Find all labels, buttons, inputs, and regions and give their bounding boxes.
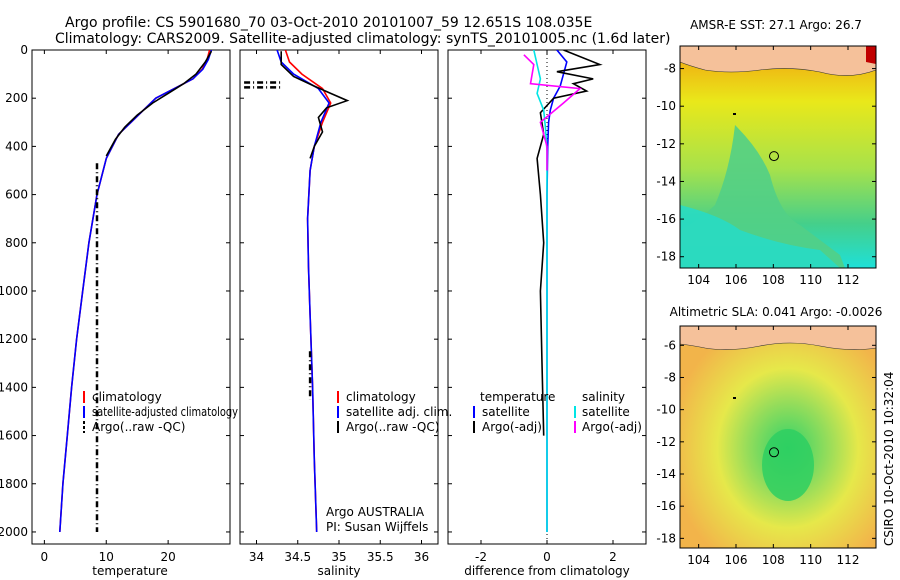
legend-label-satellite-adjusted: satellite-adjusted climatology (92, 405, 238, 419)
map-y-tick-label: -16 (656, 212, 676, 226)
map-y-tick-label: -12 (656, 137, 676, 151)
series-line-argo-raw-qc- (280, 51, 350, 159)
legend-label-argo-raw: Argo(..raw -QC) (92, 420, 185, 434)
y-tick-label: 1200 (0, 332, 28, 346)
salinity-series (244, 50, 350, 533)
legend-label-temp-argo: Argo(-adj) (482, 420, 542, 434)
map-x-tick-label: 110 (799, 553, 822, 567)
x-tick-label: 35.5 (367, 550, 394, 564)
difference-xlabel: difference from climatology (464, 564, 630, 578)
x-tick-label: -2 (475, 550, 487, 564)
sla-argo-location-marker (769, 447, 779, 458)
legend-label-sal-satellite: satellite (582, 405, 630, 419)
temperature-legend: climatology satellite-adjusted climatolo… (83, 390, 238, 434)
temperature-series (59, 50, 213, 533)
x-tick-label: 34 (249, 550, 264, 564)
argo-program-note: Argo AUSTRALIA (326, 505, 425, 519)
header-line-1: Argo profile: CS 5901680_70 03-Oct-2010 … (65, 15, 592, 31)
y-tick-label: 800 (5, 236, 28, 250)
legend-label-sal-argo: Argo(-adj) (582, 420, 642, 434)
legend-label-climatology: climatology (92, 390, 162, 404)
difference-series (523, 50, 603, 544)
temperature-axes (31, 49, 231, 545)
y-tick-label: 400 (5, 139, 28, 153)
map-y-tick-label: -8 (664, 370, 676, 384)
legend-label-climatology: climatology (346, 390, 416, 404)
series-line-temperature-satellite (546, 50, 568, 532)
series-line-temperature-argo-adj- (536, 50, 603, 436)
salinity-xlabel: salinity (317, 564, 360, 578)
map-x-tick-label: 112 (837, 553, 860, 567)
header-line-2: Climatology: CARS2009. Satellite-adjuste… (55, 31, 670, 47)
salinity-legend: climatology satellite adj. clim. Argo(..… (337, 390, 452, 434)
map-x-tick-label: 104 (687, 553, 710, 567)
map-y-tick-label: -6 (664, 338, 676, 352)
legend-label-argo-raw: Argo(..raw -QC) (346, 420, 439, 434)
map-x-tick-label: 108 (762, 553, 785, 567)
salinity-axes (239, 49, 439, 545)
map-x-tick-label: 106 (725, 273, 748, 287)
x-tick-label: 20 (160, 550, 175, 564)
difference-ticks: -2 0 2 (448, 49, 646, 564)
sst-map-ticks: -8 -10 -12 -14 -16 -18 104 106 108 110 112 (656, 46, 876, 287)
y-tick-label: 0 (20, 43, 28, 57)
salinity-ticks: 34 34.5 35 35.5 36 (240, 49, 438, 564)
series-line-climatology (284, 50, 332, 533)
map-y-tick-label: -18 (656, 531, 676, 545)
series-line-salinity-satellite (533, 50, 548, 532)
map-x-tick-label: 110 (799, 273, 822, 287)
series-line-satellite-adj-clim- (276, 50, 331, 533)
map-x-tick-label: 108 (762, 273, 785, 287)
difference-legend: temperature salinity satellite Argo(-adj… (473, 390, 642, 434)
series-line-argo-raw-qc- (105, 50, 213, 157)
x-tick-label: 0 (41, 550, 49, 564)
series-line-satellite-adjusted-climatology (59, 50, 213, 533)
sla-map-ticks: -6 -8 -10 -12 -14 -16 -18 104 106 108 110 112 (656, 326, 876, 567)
map-y-tick-label: -10 (656, 403, 676, 417)
y-tick-label: 1600 (0, 429, 28, 443)
map-x-tick-label: 112 (837, 273, 860, 287)
pi-note: PI: Susan Wijffels (326, 520, 428, 534)
side-timestamp: CSIRO 10-Oct-2010 10:32:04 (882, 372, 896, 546)
legend-title-salinity: salinity (582, 390, 625, 404)
x-tick-label: 0 (543, 550, 551, 564)
map-y-tick-label: -10 (656, 99, 676, 113)
map-x-tick-label: 104 (687, 273, 710, 287)
y-tick-label: 600 (5, 188, 28, 202)
y-tick-label: 1800 (0, 477, 28, 491)
map-y-tick-label: -14 (656, 467, 676, 481)
x-tick-label: 36 (414, 550, 429, 564)
x-tick-label: 34.5 (284, 550, 311, 564)
y-tick-label: 200 (5, 91, 28, 105)
sst-argo-location-marker (769, 151, 779, 162)
sst-map-frame (679, 45, 877, 269)
sla-map-image (679, 325, 877, 548)
legend-title-temperature: temperature (480, 390, 555, 404)
y-tick-label: 1000 (0, 284, 28, 298)
series-line-salinity-argo-adj- (523, 54, 582, 171)
map-y-tick-label: -16 (656, 499, 676, 513)
map-y-tick-label: -8 (664, 62, 676, 76)
temperature-xlabel: temperature (92, 564, 167, 578)
x-tick-label: 35 (331, 550, 346, 564)
map-y-tick-label: -18 (656, 250, 676, 264)
y-tick-label: 1400 (0, 380, 28, 394)
temperature-ticks: 0 200 400 600 800 1000 1200 1400 1600 1800 2000 0 10… (0, 43, 230, 564)
y-tick-label: 2000 (0, 525, 28, 539)
sla-map-title: Altimetric SLA: 0.041 Argo: -0.0026 (670, 305, 883, 319)
legend-label-temp-satellite: satellite (482, 405, 530, 419)
x-tick-label: 10 (99, 550, 114, 564)
sla-map-frame (679, 325, 877, 549)
x-tick-label: 2 (609, 550, 617, 564)
map-y-tick-label: -12 (656, 435, 676, 449)
map-y-tick-label: -14 (656, 174, 676, 188)
sst-map-title: AMSR-E SST: 27.1 Argo: 26.7 (690, 18, 862, 32)
sst-map-image (679, 45, 877, 268)
legend-label-satellite-adj: satellite adj. clim. (346, 405, 452, 419)
map-x-tick-label: 106 (725, 553, 748, 567)
